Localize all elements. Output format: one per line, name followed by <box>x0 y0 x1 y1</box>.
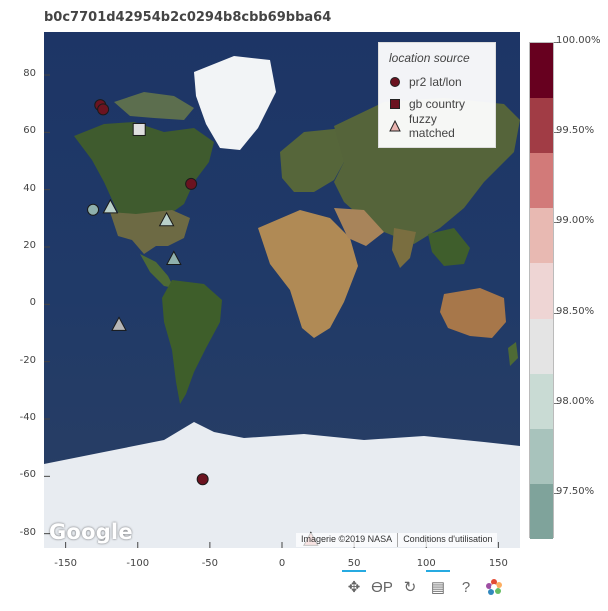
pan-tool-icon[interactable]: ✥ <box>340 570 368 601</box>
x-tick-label: 150 <box>488 558 508 569</box>
color-bar-label: 98.50% <box>556 305 595 317</box>
y-tick-label: -80 <box>19 526 36 538</box>
color-bar-segment <box>530 483 553 539</box>
color-bar-tick <box>554 222 558 224</box>
color-bar-label: 99.00% <box>556 215 595 227</box>
color-bar-segment <box>530 263 553 319</box>
bokeh-logo-icon <box>486 579 502 595</box>
fuzzy-matched-marker[interactable] <box>102 198 119 214</box>
north-america-land <box>74 122 214 240</box>
legend-label: pr2 lat/lon <box>409 75 462 89</box>
y-tick-label: -60 <box>19 469 36 481</box>
color-bar-tick <box>554 312 558 314</box>
fuzzy-matched-marker[interactable] <box>165 250 182 265</box>
google-logo: Google <box>49 520 133 544</box>
new-zealand-land <box>508 342 518 366</box>
color-bar-tick <box>554 492 558 494</box>
pr2-latlon-marker[interactable] <box>185 177 198 190</box>
circle-marker-icon <box>390 77 400 87</box>
africa-land <box>258 210 358 338</box>
color-bar-label: 99.50% <box>556 125 595 137</box>
x-tick-label: -100 <box>126 558 150 569</box>
square-marker-icon <box>390 99 400 109</box>
y-tick-label: 40 <box>23 182 36 194</box>
map-markers <box>87 99 319 546</box>
color-bar-label: 100.00% <box>556 35 601 46</box>
greenland-ice <box>194 56 276 150</box>
legend: location source pr2 lat/lon gb country f… <box>378 42 496 148</box>
y-tick-label: 0 <box>29 297 36 309</box>
color-bar-tick <box>554 132 558 134</box>
triangle-marker-icon <box>389 120 401 132</box>
x-tick-label: 100 <box>416 558 436 569</box>
color-bar-label: 98.00% <box>556 395 595 407</box>
india-land <box>392 228 416 268</box>
x-tick-label: -150 <box>54 558 77 569</box>
x-tick-label: 0 <box>278 558 286 569</box>
x-tick-label: 50 <box>347 558 361 569</box>
legend-title: location source <box>389 51 470 65</box>
color-bar-segment <box>530 98 553 154</box>
color-bar-segment <box>530 208 553 264</box>
pr2-latlon-marker[interactable] <box>87 203 100 216</box>
y-axis-ticks <box>44 74 50 535</box>
color-bar-segment <box>530 428 553 484</box>
fuzzy-matched-marker[interactable] <box>158 211 175 227</box>
wheel-zoom-tool-icon[interactable]: ϴP <box>371 578 393 596</box>
imagery-credit: Imagerie ©2019 NASA <box>301 534 393 544</box>
x-tick-label: -50 <box>201 558 219 569</box>
plot-toolbar: ✥ ϴP ↻ ▤? <box>340 570 508 602</box>
color-bar-tick <box>554 42 558 43</box>
color-bar-label: 97.50% <box>556 485 595 497</box>
help-tool-icon[interactable]: ? <box>461 578 471 596</box>
color-bar-segment <box>530 373 553 429</box>
y-tick-label: 60 <box>23 125 36 137</box>
legend-item-gb: gb country <box>389 93 485 115</box>
map-attribution: Imagerie ©2019 NASA Conditions d'utilisa… <box>296 533 498 547</box>
pr2-latlon-marker[interactable] <box>196 473 209 486</box>
southeast-asia-land <box>428 228 470 266</box>
hover-tool-icon[interactable]: ▤ <box>424 570 452 601</box>
pr2-latlon-marker[interactable] <box>97 103 110 116</box>
antarctica-ice <box>44 422 520 548</box>
south-america-land <box>162 280 222 404</box>
legend-label: gb country <box>409 97 466 111</box>
legend-item-pr2: pr2 lat/lon <box>389 71 485 93</box>
color-bar-tick <box>554 402 558 404</box>
color-bar-segment <box>530 318 553 374</box>
legend-item-fuzzy: fuzzy matched <box>389 112 485 140</box>
color-bar <box>529 42 554 539</box>
australia-land <box>440 288 506 338</box>
legend-label: fuzzy matched <box>408 112 455 140</box>
y-tick-label: 20 <box>23 240 36 251</box>
gb-country-marker[interactable] <box>132 122 146 136</box>
color-bar-segment <box>530 153 553 209</box>
plot-title: b0c7701d42954b2c0294b8cbb69bba64 <box>44 10 332 25</box>
color-bar-segment <box>530 43 553 99</box>
central-america-land <box>140 254 174 288</box>
y-tick-label: -20 <box>19 354 36 366</box>
terms-link[interactable]: Conditions d'utilisation <box>397 533 497 547</box>
bokeh-logo-icon[interactable] <box>480 573 508 601</box>
y-tick-label: 80 <box>23 68 36 79</box>
reset-tool-icon[interactable]: ↻ <box>403 579 417 596</box>
middle-east-land <box>334 208 384 246</box>
fuzzy-matched-marker[interactable] <box>111 316 127 331</box>
y-tick-label: -40 <box>19 412 36 423</box>
arctic-islands <box>114 92 194 120</box>
